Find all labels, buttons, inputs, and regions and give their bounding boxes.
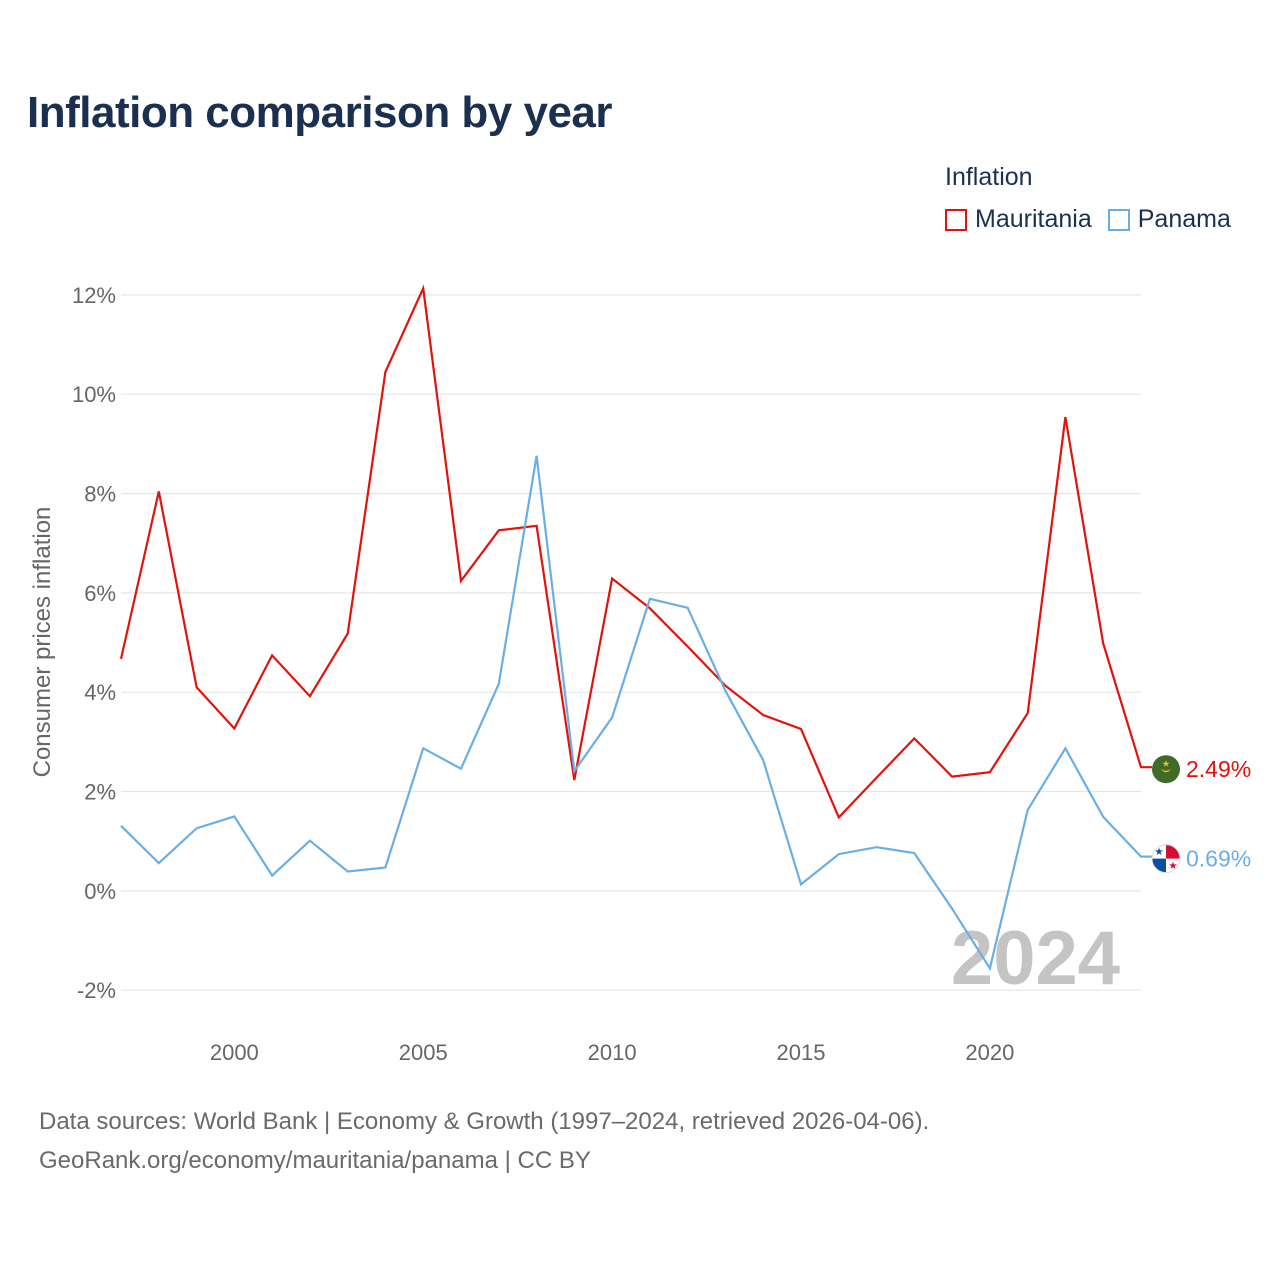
series-line-mauritania — [119, 284, 1152, 820]
gridlines — [121, 294, 1141, 991]
legend-swatch-mauritania — [945, 208, 967, 231]
legend-item-panama[interactable]: Panama — [1107, 205, 1231, 234]
footer-sources: Data sources: World Bank | Economy & Gro… — [39, 1108, 930, 1135]
panama-end-label: 0.69% — [1186, 846, 1251, 872]
mauritania-end-label: 2.49% — [1186, 756, 1251, 782]
legend-swatch-panama — [1107, 208, 1130, 231]
x-tick-label: 2000 — [210, 1040, 259, 1065]
page-title: Inflation comparison by year — [27, 88, 613, 137]
mauritania-flag-icon — [1152, 755, 1180, 784]
y-tick-label: 2% — [84, 780, 116, 805]
x-tick-label: 2015 — [777, 1040, 826, 1065]
legend-item-mauritania[interactable]: Mauritania — [945, 205, 1092, 234]
x-tick-label: 2020 — [965, 1040, 1014, 1065]
y-tick-label: 8% — [84, 482, 116, 507]
x-tick-label: 2010 — [588, 1040, 637, 1065]
x-axis-ticks: 2000 2005 2010 2015 2020 — [210, 1040, 1015, 1065]
series-lines — [119, 284, 1152, 972]
legend-label-panama: Panama — [1137, 205, 1231, 233]
legend-title: Inflation — [945, 163, 1033, 191]
series-line-panama — [120, 455, 1152, 972]
y-tick-label: 6% — [84, 581, 116, 606]
y-tick-label: 0% — [84, 879, 116, 904]
y-tick-label: 4% — [84, 680, 116, 705]
panama-flag-icon — [1151, 844, 1181, 874]
legend: Mauritania Panama — [945, 205, 1247, 234]
y-axis-ticks: -2% 0% 2% 4% 6% 8% 10% 12% — [72, 283, 116, 1003]
y-axis-label: Consumer prices inflation — [29, 507, 56, 778]
legend-label-mauritania: Mauritania — [975, 205, 1092, 233]
year-watermark: 2024 — [951, 916, 1120, 1001]
y-tick-label: -2% — [77, 978, 116, 1003]
y-tick-label: 12% — [72, 283, 116, 308]
y-tick-label: 10% — [72, 382, 116, 407]
series-end-markers — [1151, 755, 1181, 874]
footer-attribution[interactable]: GeoRank.org/economy/mauritania/panama | … — [39, 1147, 591, 1174]
x-tick-label: 2005 — [399, 1040, 448, 1065]
